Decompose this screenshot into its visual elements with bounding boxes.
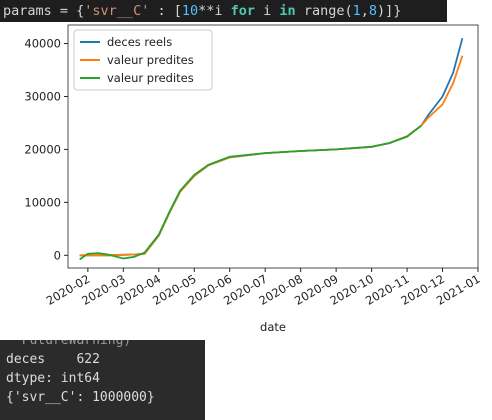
- code-token: for: [230, 3, 256, 19]
- plot-frame: [67, 24, 479, 269]
- y-tick-label: 20000: [24, 142, 61, 156]
- code-token: (: [344, 3, 353, 19]
- code-token: 8: [368, 3, 378, 19]
- chart-output: 0 10000 20000 30000 40000 2020-02 2020-03 2020-…: [5, 22, 490, 340]
- output-line: dtype: int64: [6, 371, 100, 386]
- line-series: [79, 124, 422, 261]
- code-token: in: [279, 3, 296, 19]
- output-line: {'svr__C': 1000000}: [6, 390, 155, 405]
- code-token: range: [303, 3, 345, 19]
- code-token: )]}: [377, 3, 402, 19]
- code-token: i: [255, 3, 280, 19]
- legend-label: valeur predites: [107, 71, 194, 85]
- y-tick-label: 10000: [24, 195, 61, 209]
- x-axis-label: date: [260, 320, 286, 334]
- output-line: deces 622: [6, 352, 100, 367]
- chart: 0100002000030000400002020-022020-032020-…: [24, 24, 483, 334]
- code-token: 1: [352, 3, 361, 19]
- legend-label: deces reels: [107, 35, 172, 49]
- code-token: ,: [360, 3, 369, 19]
- legend-box: [73, 29, 213, 91]
- y-tick-label: 0: [54, 248, 61, 262]
- code-token: 10: [181, 3, 199, 19]
- code-token: params: [3, 3, 52, 19]
- y-tick-label: 30000: [24, 89, 61, 103]
- y-tick-label: 40000: [24, 37, 61, 51]
- output-line: FutureWarning): [6, 340, 132, 348]
- code-token: [296, 3, 304, 19]
- text-output: FutureWarning) deces 622 dtype: int64 {'svr…: [0, 340, 205, 420]
- code-token: = {: [51, 3, 85, 19]
- code-token: : [: [149, 3, 182, 19]
- legend-label: valeur predites: [107, 53, 194, 67]
- code-token: **i: [198, 3, 231, 19]
- code-token: 'svr__C': [84, 3, 150, 19]
- code-line: params = {'svr__C' : [10**i for i in ran…: [0, 0, 447, 22]
